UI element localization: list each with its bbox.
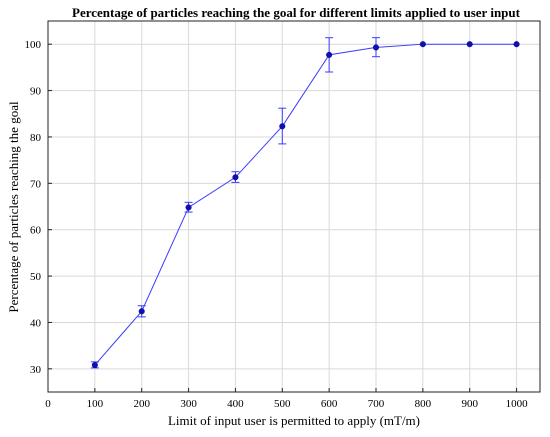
y-axis-label: Percentage of particles reaching the goa… [6,101,21,313]
y-tick-labels: 30 40 50 60 70 80 90 100 [25,39,52,376]
x-tick-labels: 0 100 200 300 400 500 600 700 800 900 1000 [45,388,528,410]
x-tick-label: 1000 [506,398,529,410]
y-tick-label: 80 [30,132,42,144]
data-point [138,308,145,315]
plot-frame [47,20,541,393]
y-tick-label: 50 [30,271,42,283]
data-point [466,41,473,48]
data-point [513,41,520,48]
grid [48,21,540,392]
chart-title: Percentage of particles reaching the goa… [72,5,521,20]
data-point [419,41,426,48]
x-tick-label: 800 [415,398,432,410]
x-tick-label: 700 [368,398,385,410]
x-axis-label: Limit of input user is permitted to appl… [168,413,420,428]
x-tick-label: 600 [321,398,338,410]
data-point [185,204,192,211]
series-group [90,37,520,369]
y-tick-label: 100 [25,39,42,51]
series-line [94,43,517,366]
data-point [91,362,98,369]
data-point [326,51,333,58]
y-tick-label: 70 [30,178,42,190]
data-point [279,123,286,130]
y-tick-label: 40 [30,317,42,329]
y-tick-label: 30 [30,364,42,376]
x-tick-label: 100 [87,398,104,410]
x-tick-label: 300 [180,398,197,410]
x-tick-label: 0 [45,398,51,410]
data-point [372,44,380,51]
x-tick-label: 500 [274,398,291,410]
x-tick-label: 200 [133,398,150,410]
x-tick-label: 400 [227,398,244,410]
data-point [232,174,239,181]
y-tick-label: 60 [30,225,42,237]
y-tick-label: 90 [30,86,42,98]
x-tick-label: 900 [461,398,478,410]
